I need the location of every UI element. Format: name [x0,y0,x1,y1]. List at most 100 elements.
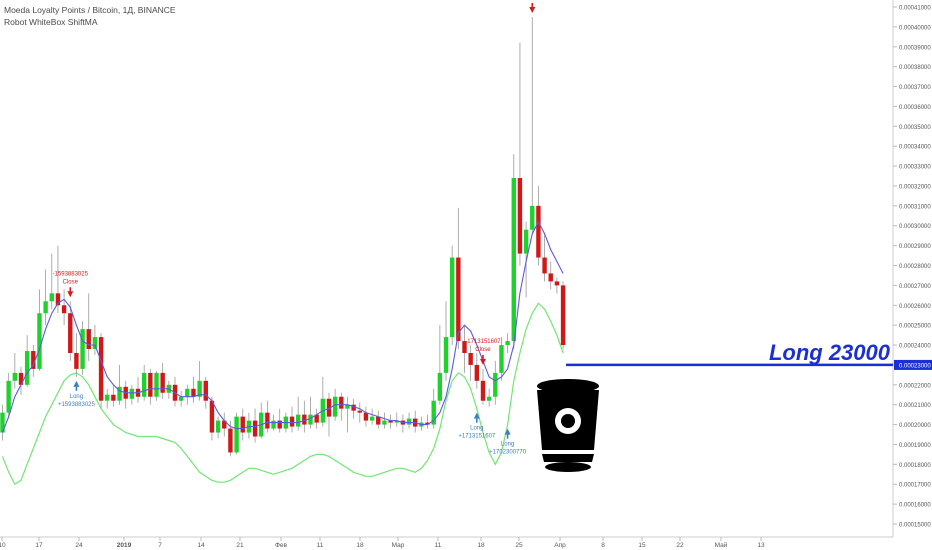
time-tick-label: 13 [757,542,765,549]
price-tick-label: 0.00041000 [899,6,931,12]
candle-up [12,372,18,381]
candle-down [265,412,270,429]
price-tick-label: 0.00040000 [899,25,931,31]
candle-up [394,420,399,423]
current-price-badge [894,359,932,370]
candle-down [86,329,91,350]
price-tick-label: 0.00016000 [899,503,931,509]
time-tick-label: 11 [317,542,324,549]
candle-up [49,293,54,302]
price-tick-label: 0.00025000 [899,324,931,330]
time-tick-label: 10 [0,542,6,549]
price-tick-label: 0.00039000 [899,45,931,51]
price-tick-label: 0.00017000 [899,483,931,489]
candle-down [542,257,547,274]
candle-down [517,178,523,254]
long-arrow-icon [73,380,80,387]
price-tick-label: 0.00031000 [899,204,931,210]
ma-path [1,220,564,433]
candle-down [468,352,473,365]
price-tick-label: 0.00028000 [899,264,931,270]
candle-down [191,388,196,397]
price-tick-label: 0.00032000 [899,184,931,190]
candle-down [61,305,67,314]
candle-up [43,301,48,314]
time-tick-label: 18 [477,542,485,549]
price-tick-label: 0.00035000 [899,125,931,131]
candle-down [548,273,553,282]
time-tick-label: 18 [356,542,364,549]
candle-up [37,313,42,369]
candle-up [382,420,387,425]
candle-down [74,352,79,369]
long-level-label: Long 23000 [769,340,891,365]
candle-down [222,420,227,429]
candle-up [117,386,122,401]
long-arrow-icon [473,412,480,419]
long-arrow-stem [506,434,509,439]
long-signal-label: +1702300770 [489,450,527,456]
price-tick-label: 0.00026000 [899,304,931,310]
candle-down [18,372,24,385]
candle-down [160,372,165,393]
close-signal-label: -1713151607 [465,339,501,345]
candle-up [406,418,412,425]
close-arrow-icon [479,358,486,365]
price-tick-label: 0.00018000 [899,463,931,469]
candle-down [474,364,480,381]
candle-down [55,293,61,306]
time-tick-label: 2019 [117,542,132,549]
candle-down [203,380,208,401]
candle-down [554,281,560,286]
candle-up [178,396,184,401]
close-arrow-icon [529,6,536,13]
price-tick-label: 0.00036000 [899,105,931,111]
candle-up [197,380,202,397]
ma-line [1,220,564,433]
candle-down [326,398,332,417]
time-tick-label: 17 [35,542,43,549]
candle-up [234,416,239,453]
time-tick-label: Апр [554,542,566,549]
time-tick-label: 14 [197,542,205,549]
candle-down [480,380,486,401]
candle-up [105,394,110,401]
candle-up [24,351,30,385]
time-tick-label: 7 [158,542,162,549]
close-signal-label: Close [525,0,541,1]
time-tick-label: Май [715,541,728,549]
candle-down [228,428,233,453]
candle-down [351,404,356,411]
candle-up [449,257,455,338]
close-arrow-stem [482,354,484,359]
candles [0,16,566,457]
close-signal-label: Close [63,279,79,285]
candle-up [154,372,159,397]
long-arrow-icon [504,428,511,435]
candle-up [92,337,98,350]
candle-down [388,420,393,423]
price-tick-label: 0.00015000 [899,523,931,529]
candle-up [0,412,5,433]
time-axis[interactable]: 10 17 24 2019 7 14 21 Фев 11 18 Мар 11 18 25 Апр 8 15 22 М… [0,537,765,549]
candle-up [6,380,11,413]
close-arrow-stem [531,2,534,7]
candle-down [302,414,307,425]
candle-down [462,341,467,353]
long-signal-label: Long [70,394,83,400]
price-tick-label: 0.00021000 [899,403,931,409]
candle-up [499,345,504,373]
long-arrow-stem [75,386,78,391]
price-tick-label: 0.00030000 [899,224,931,230]
candle-up [215,420,221,433]
candle-down [536,205,541,258]
close-signal-label: -1593883025 [53,271,89,277]
candle-down [209,400,215,433]
candle-up [523,229,529,254]
candle-down [560,285,566,346]
long-annotation: Long 23000 0.00023000 [566,340,932,370]
candle-up [345,404,350,409]
price-axis[interactable]: 0.00041000 0.00040000 0.00039000 0.00038000… [893,6,931,529]
candle-down [31,351,36,369]
